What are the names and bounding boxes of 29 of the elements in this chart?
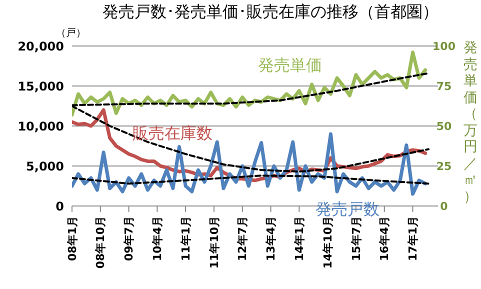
y2-tick-label: 100 — [432, 40, 456, 53]
x-tick-label: 15年7月 — [350, 216, 363, 261]
y-tick-label: 15,000 — [18, 79, 64, 94]
x-tick-label: 11年10月 — [208, 216, 221, 269]
x-tick-label: 12年7月 — [236, 216, 250, 261]
x-tick-label: 09年7月 — [122, 216, 136, 261]
chart-title: 発売戸数･発売単価･販売在庫の推移（首都圏） — [102, 2, 440, 23]
x-tick-label: 16年4月 — [378, 216, 392, 261]
text: 発売単価（万円／㎡） — [464, 40, 478, 204]
y-tick-label: 0 — [56, 199, 64, 214]
x-tick-label: 13年4月 — [264, 216, 278, 261]
y2-tick-label: 75 — [436, 80, 452, 93]
x-tick-label: 14年10月 — [321, 216, 334, 269]
y2-tick-label: 25 — [436, 160, 452, 173]
series-label: 販売在庫数 — [132, 124, 212, 144]
series-label: 発売単価 — [258, 55, 322, 76]
x-tick-label: 10年4月 — [151, 216, 164, 261]
x-tick-label: 17年1月 — [406, 216, 420, 261]
x-tick-label: 08年1月 — [66, 216, 79, 261]
x-tick-label: 14年1月 — [292, 216, 306, 261]
y-tick-label: 10,000 — [18, 119, 64, 134]
y-tick-label: 20,000 — [18, 39, 64, 54]
y-tick-label: 5,000 — [26, 159, 64, 174]
x-tick-label: 08年10月 — [94, 216, 108, 269]
y2-tick-label: 50 — [436, 120, 452, 133]
y-axis-title: （戸） — [56, 27, 86, 40]
line-series — [72, 174, 430, 185]
x-tick-label: 11年1月 — [179, 216, 192, 261]
y2-tick-label: 0 — [440, 200, 448, 213]
